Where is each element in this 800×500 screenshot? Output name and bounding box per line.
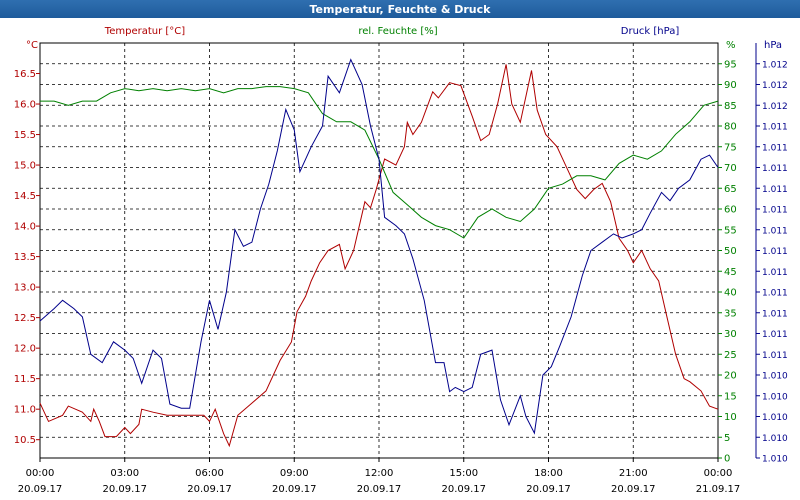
temperature-tick-label: 10.5 (14, 435, 36, 446)
humidity-tick-label: 90 (724, 80, 737, 91)
date-tick-label: 20.09.17 (526, 484, 571, 495)
grid (40, 43, 718, 458)
time-tick-label: 06:00 (195, 468, 224, 479)
temperature-tick-label: 11.0 (14, 405, 36, 416)
pressure-tick-label: 1.012 (762, 60, 788, 70)
humidity-tick-label: 5 (724, 433, 730, 444)
humidity-tick-label: 85 (724, 101, 737, 112)
temperature-tick-label: 11.5 (14, 374, 36, 385)
pressure-tick-label: 1.012 (762, 81, 788, 91)
pressure-tick-label: 1.011 (762, 143, 788, 153)
pressure-unit-label: hPa (764, 40, 782, 51)
date-tick-label: 20.09.17 (611, 484, 656, 495)
temperature-tick-label: 13.0 (14, 283, 36, 294)
humidity-tick-label: 60 (724, 205, 737, 216)
humidity-tick-label: 35 (724, 308, 737, 319)
time-tick-label: 00:00 (26, 468, 55, 479)
humidity-tick-label: 20 (724, 371, 737, 382)
pressure-tick-label: 1.010 (762, 372, 788, 382)
temperature-ticks: 10.5 11.0 11.5 12.0 12.5 13.0 13.5 14.0 14.5 15.0… (14, 69, 40, 446)
pressure-tick-label: 1.011 (762, 330, 788, 340)
window-title: Temperatur, Feuchte & Druck (0, 0, 800, 18)
date-tick-label: 20.09.17 (272, 484, 317, 495)
pressure-tick-label: 1.010 (762, 392, 788, 402)
humidity-tick-label: 25 (724, 350, 737, 361)
temperature-unit-label: °C (26, 40, 38, 51)
date-tick-label: 20.09.17 (102, 484, 147, 495)
time-tick-label: 12:00 (365, 468, 394, 479)
series-lines (39, 58, 719, 448)
pressure-tick-label: 1.011 (762, 289, 788, 299)
temperature-tick-label: 15.0 (14, 161, 36, 172)
temperature-tick-label: 12.0 (14, 344, 36, 355)
humidity-tick-label: 45 (724, 267, 737, 278)
date-tick-label: 20.09.17 (441, 484, 486, 495)
temperature-axis-label: Temperatur [°C] (104, 26, 185, 37)
pressure-tick-label: 1.010 (762, 434, 788, 444)
time-tick-label: 09:00 (280, 468, 309, 479)
humidity-tick-label: 70 (724, 163, 737, 174)
pressure-tick-label: 1.011 (762, 164, 788, 174)
temperature-tick-label: 14.0 (14, 222, 36, 233)
humidity-tick-label: 95 (724, 59, 737, 70)
humidity-tick-label: 65 (724, 184, 737, 195)
temperature-tick-label: 16.0 (14, 100, 36, 111)
time-tick-label: 18:00 (534, 468, 563, 479)
date-tick-label: 20.09.17 (187, 484, 232, 495)
temperature-tick-label: 12.5 (14, 313, 36, 324)
pressure-tick-label: 1.011 (762, 123, 788, 133)
humidity-tick-label: 40 (724, 288, 737, 299)
pressure-tick-label: 1.011 (762, 247, 788, 257)
time-tick-label: 03:00 (110, 468, 139, 479)
humidity-tick-label: 15 (724, 391, 737, 402)
date-tick-label: 20.09.17 (357, 484, 402, 495)
pressure-tick-label: 1.011 (762, 268, 788, 278)
date-tick-label: 21.09.17 (696, 484, 741, 495)
humidity-tick-label: 10 (724, 412, 737, 423)
pressure-tick-label: 1.011 (762, 226, 788, 236)
pressure-tick-label: 1.010 (762, 455, 788, 465)
pressure-tick-label: 1.010 (762, 413, 788, 423)
pressure-tick-label: 1.011 (762, 185, 788, 195)
temperature-line (39, 64, 719, 448)
humidity-tick-label: 50 (724, 246, 737, 257)
humidity-ticks: 0 5 10 15 20 25 30 35 40 45 50 55 60 65 70 75 80 85 90 95 (718, 59, 737, 465)
humidity-tick-label: 30 (724, 329, 737, 340)
time-ticks: 00:00 20.09.17 03:00 20.09.17 06:00 20.09.17 0… (18, 458, 741, 495)
pressure-tick-label: 1.011 (762, 206, 788, 216)
humidity-tick-label: 0 (724, 454, 730, 465)
date-tick-label: 20.09.17 (18, 484, 63, 495)
humidity-tick-label: 55 (724, 225, 737, 236)
humidity-tick-label: 75 (724, 142, 737, 153)
humidity-tick-label: 80 (724, 122, 737, 133)
temperature-tick-label: 14.5 (14, 191, 36, 202)
pressure-tick-label: 1.011 (762, 309, 788, 319)
pressure-tick-label: 1.012 (762, 102, 788, 112)
pressure-tick-label: 1.011 (762, 351, 788, 361)
humidity-unit-label: % (726, 40, 736, 51)
time-tick-label: 15:00 (449, 468, 478, 479)
time-tick-label: 21:00 (619, 468, 648, 479)
humidity-axis-label: rel. Feuchte [%] (358, 26, 437, 37)
temperature-tick-label: 15.5 (14, 130, 36, 141)
time-tick-label: 00:00 (704, 468, 733, 479)
pressure-line (39, 58, 719, 435)
pressure-axis-label: Druck [hPa] (621, 26, 680, 37)
pressure-ticks: 1.010 1.010 1.010 1.010 1.010 1.011 1.011 1.011… (756, 60, 788, 465)
temperature-tick-label: 16.5 (14, 69, 36, 80)
temperature-tick-label: 13.5 (14, 252, 36, 263)
